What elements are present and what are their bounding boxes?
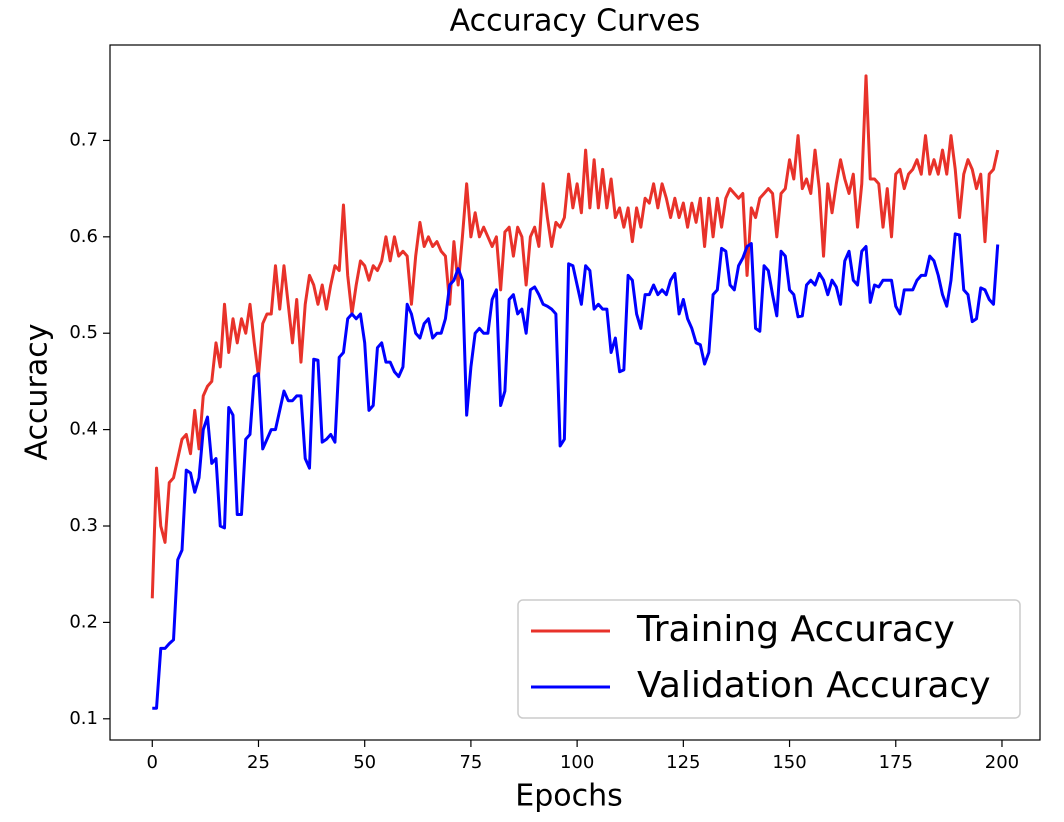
x-tick-label: 125 [666,752,700,773]
chart-title: Accuracy Curves [450,4,701,39]
y-tick-label: 0.5 [69,322,98,343]
y-tick-label: 0.6 [69,226,98,247]
y-tick-label: 0.1 [69,708,98,729]
plot-frame [109,44,1041,741]
x-tick-label: 75 [459,752,482,773]
line-series [152,232,1000,710]
x-tick-label: 150 [772,752,806,773]
y-tick-label: 0.4 [69,419,98,440]
x-tick-label: 175 [879,752,913,773]
legend-label: Validation Accuracy [637,665,991,706]
x-tick-label: 100 [560,752,594,773]
y-tick-label: 0.3 [69,515,98,536]
legend-label: Training Accuracy [636,609,955,650]
line-series [150,74,1000,599]
x-tick-label: 25 [247,752,270,773]
y-tick-label: 0.2 [69,611,98,632]
y-axis-label: Accuracy [20,324,55,461]
y-tick-label: 0.7 [69,129,98,150]
x-tick-label: 50 [353,752,376,773]
x-axis-label: Epochs [515,779,623,814]
x-tick-label: 200 [985,752,1019,773]
x-tick-label: 0 [147,752,158,773]
legend-box [517,599,1021,719]
